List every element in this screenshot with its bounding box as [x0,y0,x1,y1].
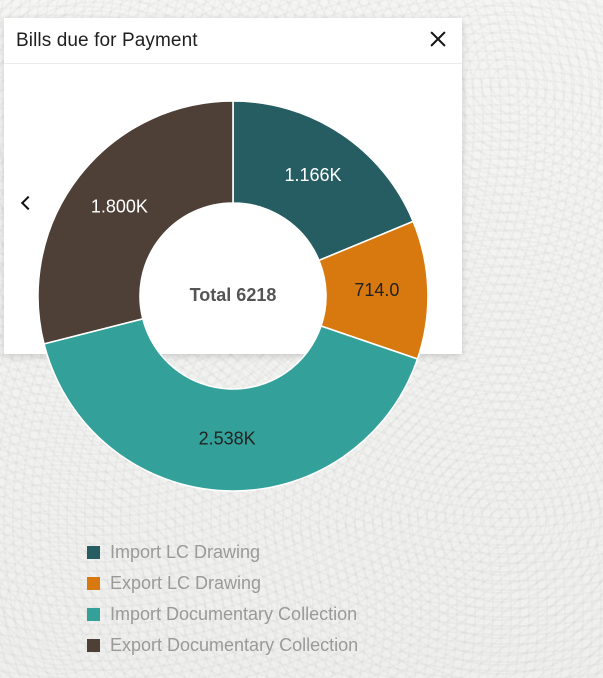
donut-data-labels: 1.166K 714.0 2.538K 1.800K [91,165,400,449]
data-label-import-lc-drawing: 1.166K [284,165,341,185]
legend-label: Export LC Drawing [110,573,262,593]
legend-item-import-lc-drawing[interactable]: Import LC Drawing [87,537,358,568]
data-label-export-lc-drawing: 714.0 [354,280,399,300]
donut-center-total: Total 6218 [190,285,277,305]
donut-slices [37,100,429,492]
legend-swatch [87,577,100,590]
legend-label: Import LC Drawing [110,542,261,562]
legend-item-export-documentary-collection[interactable]: Export Documentary Collection [87,630,358,661]
legend-label: Export Documentary Collection [110,635,359,655]
data-label-import-documentary-collection: 2.538K [199,429,256,449]
legend-swatch [87,546,100,559]
slice-import-documentary-collection[interactable] [42,317,419,492]
slice-import-lc-drawing[interactable] [232,100,415,262]
legend-item-export-lc-drawing[interactable]: Export LC Drawing [87,568,358,599]
slice-export-documentary-collection[interactable] [37,100,234,345]
legend-swatch [87,608,100,621]
legend-swatch [87,639,100,652]
chart-legend: Import LC Drawing Export LC Drawing Import… [87,537,358,661]
data-label-export-documentary-collection: 1.800K [91,196,148,216]
legend-label: Import Documentary Collection [110,604,358,624]
card-header: Bills due for Payment [4,18,462,64]
legend-item-import-documentary-collection[interactable]: Import Documentary Collection [87,599,358,630]
card-title: Bills due for Payment [16,30,198,51]
